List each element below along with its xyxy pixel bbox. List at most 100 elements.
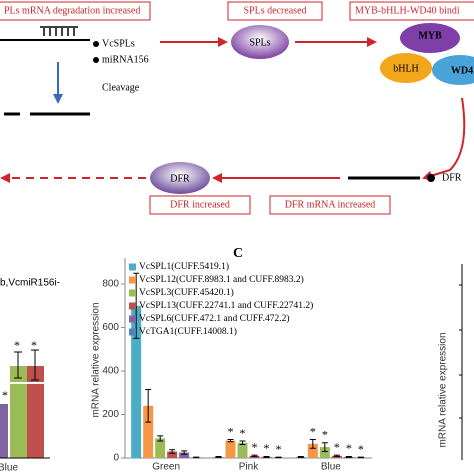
legend-label: VcSPL13(CUFF.22741.1 and CUFF.22741.2) (139, 300, 313, 311)
legend-label: VcSPL1(CUFF.5419.1) (139, 261, 229, 272)
legend-swatch (129, 328, 136, 336)
node-label: bHLH (393, 63, 419, 74)
significance: * (228, 424, 234, 438)
y-axis-label: mRNA relative expression (91, 302, 102, 417)
node (432, 55, 474, 85)
legend-swatch (129, 276, 136, 284)
y-tick-label: 800 (102, 279, 119, 290)
left-fragment: b,VcmiR156i- * * * Blue (0, 278, 60, 474)
box (0, 1, 151, 21)
error-bar (345, 455, 352, 458)
box-text: SPLs decreased (243, 5, 306, 16)
error-bar (181, 450, 188, 455)
error-bar (263, 455, 270, 458)
right-fragment: mRNA relative expression (438, 264, 463, 460)
label: Cleavage (102, 82, 140, 93)
asterisk: * (2, 388, 8, 402)
significance: * (346, 441, 352, 455)
significance: * (252, 440, 258, 454)
error-bar (297, 455, 304, 458)
bullet (93, 41, 99, 47)
bar (237, 442, 248, 458)
significance: * (240, 426, 246, 440)
bar (10, 366, 27, 458)
bar (319, 447, 330, 458)
node-label: DFR (170, 173, 190, 184)
node (231, 25, 289, 59)
legend-label: VcSPL12(CUFF.8983.1 and CUFF.8983.2) (139, 274, 304, 285)
label: VcSPLs (102, 38, 135, 49)
bar (155, 438, 166, 458)
significance: * (310, 424, 316, 438)
legend-swatch (129, 289, 136, 297)
box-text: MYB-bHLH-WD40 bindi (355, 5, 460, 16)
box (149, 195, 251, 215)
legend-swatch (129, 263, 136, 271)
bar (143, 405, 154, 458)
bar (307, 443, 318, 458)
chart-title: C (233, 246, 243, 261)
node-label: WD4 (451, 65, 473, 76)
box-text: DFR mRNA increased (285, 199, 376, 210)
node (150, 162, 210, 194)
bullet (427, 174, 435, 182)
error-bar (239, 440, 246, 446)
bullet (93, 57, 99, 63)
box (227, 1, 323, 21)
box (269, 195, 391, 215)
category-label: Blue (0, 463, 18, 474)
error-bar (157, 435, 164, 442)
error-bar (215, 455, 222, 458)
tick (459, 284, 462, 419)
error-bar (309, 439, 316, 449)
label: b,VcmiR156i- (0, 278, 60, 289)
node (380, 53, 432, 83)
legend-label: VcTGA1(CUFF.14008.1) (139, 326, 237, 337)
legend-swatch (129, 302, 136, 310)
error-bar (321, 442, 328, 452)
diagram: PLs mRNA degradation increased SPLs decr… (0, 1, 474, 215)
error-bar (333, 454, 340, 457)
bar (27, 366, 44, 458)
box (349, 1, 474, 21)
asterisk: * (31, 338, 37, 352)
chart: C mRNA relative expression 0 200 400 600 800… (91, 246, 372, 473)
error-bar (14, 349, 39, 381)
bar (167, 451, 178, 458)
x-tick-label: Green (152, 462, 180, 473)
axis-label: mRNA relative expression (438, 332, 449, 447)
significance: * (264, 441, 270, 455)
significance: * (276, 442, 282, 456)
legend-label: VcSPL3(CUFF.45420.1) (139, 287, 234, 298)
box-text: PLs mRNA degradation increased (4, 5, 140, 16)
y-tick-label: 400 (102, 366, 119, 377)
node (400, 23, 460, 53)
y-tick-label: 0 (113, 453, 119, 464)
bar (225, 440, 236, 458)
significance: * (322, 428, 328, 442)
bar (131, 305, 142, 458)
y-tick-label: 200 (102, 409, 119, 420)
significance: * (358, 442, 364, 456)
x-tick-label: Pink (239, 462, 259, 473)
arrow (422, 97, 466, 181)
legend-swatch (129, 315, 136, 323)
asterisk: * (14, 338, 20, 352)
bar (179, 452, 190, 458)
error-bar (133, 272, 140, 339)
y-tick-label: 600 (102, 322, 119, 333)
mirna (40, 26, 78, 36)
significance: * (334, 440, 340, 454)
box-text: DFR increased (170, 199, 230, 210)
error-bar (169, 449, 176, 454)
node-label: MYB (418, 30, 442, 41)
error-bar (145, 389, 152, 423)
legend-label: VcSPL6(CUFF.472.1 and CUFF.472.2) (139, 313, 290, 324)
label: miRNA156 (102, 54, 149, 65)
label: DFR (442, 172, 462, 183)
error-bar (251, 454, 258, 457)
node-label: SPLs (249, 37, 270, 48)
x-tick-label: Blue (321, 462, 341, 473)
error-bar (227, 439, 234, 443)
